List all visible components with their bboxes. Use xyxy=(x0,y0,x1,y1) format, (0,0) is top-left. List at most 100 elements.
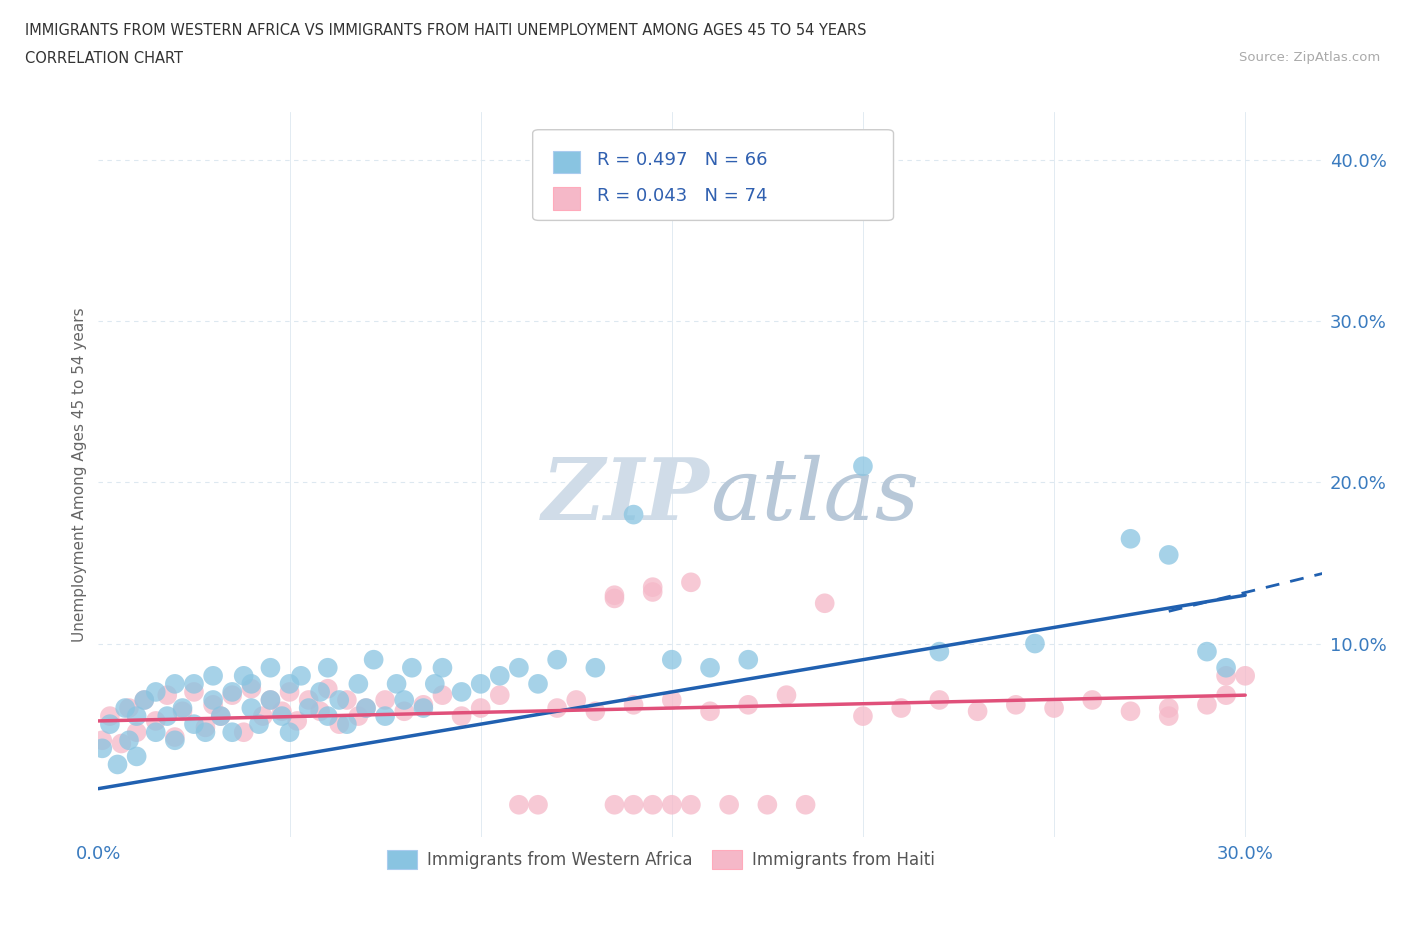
Legend: Immigrants from Western Africa, Immigrants from Haiti: Immigrants from Western Africa, Immigran… xyxy=(380,844,942,876)
Point xyxy=(756,797,779,812)
Point xyxy=(252,709,274,724)
Point xyxy=(134,693,156,708)
Point xyxy=(290,669,312,684)
Point xyxy=(661,797,683,812)
Point xyxy=(194,724,217,739)
Point xyxy=(1081,693,1104,708)
Point xyxy=(374,693,396,708)
Point xyxy=(583,704,606,719)
Point xyxy=(432,660,454,675)
Point xyxy=(91,741,114,756)
Point xyxy=(125,724,148,739)
Point xyxy=(347,709,370,724)
Point xyxy=(641,797,664,812)
Point xyxy=(641,585,664,600)
Point xyxy=(641,579,664,594)
Point xyxy=(623,507,645,522)
Point xyxy=(508,797,530,812)
Point xyxy=(183,717,205,732)
Point xyxy=(163,676,186,691)
Point xyxy=(183,676,205,691)
Point xyxy=(794,797,817,812)
Point xyxy=(194,720,217,735)
Point xyxy=(603,797,626,812)
Text: CORRELATION CHART: CORRELATION CHART xyxy=(25,51,183,66)
Y-axis label: Unemployment Among Ages 45 to 54 years: Unemployment Among Ages 45 to 54 years xyxy=(72,307,87,642)
Point xyxy=(385,676,408,691)
Text: atlas: atlas xyxy=(710,455,920,538)
Point xyxy=(328,717,350,732)
Point xyxy=(603,591,626,605)
Point xyxy=(156,687,179,702)
Point xyxy=(470,700,492,715)
Point xyxy=(1043,700,1066,715)
Point xyxy=(240,700,263,715)
Point xyxy=(118,733,141,748)
Text: Source: ZipAtlas.com: Source: ZipAtlas.com xyxy=(1240,51,1381,64)
Point xyxy=(91,733,114,748)
Point xyxy=(737,652,759,667)
Point xyxy=(679,797,702,812)
Point xyxy=(1024,636,1046,651)
Point xyxy=(1215,669,1237,684)
Point xyxy=(209,709,232,724)
Point xyxy=(202,693,225,708)
Point xyxy=(285,713,308,728)
Point xyxy=(232,724,254,739)
Point xyxy=(354,700,377,715)
Point xyxy=(259,693,281,708)
Point xyxy=(699,660,721,675)
Point xyxy=(118,700,141,715)
Point xyxy=(363,652,385,667)
Point xyxy=(1157,700,1180,715)
Point xyxy=(336,693,359,708)
Point xyxy=(928,644,950,659)
Point xyxy=(1004,698,1026,712)
Point xyxy=(336,717,359,732)
Point xyxy=(527,797,550,812)
Point xyxy=(488,669,510,684)
Point xyxy=(110,736,132,751)
FancyBboxPatch shape xyxy=(554,187,581,209)
Point xyxy=(718,797,741,812)
Point xyxy=(202,669,225,684)
Point xyxy=(1119,531,1142,546)
Point xyxy=(145,724,167,739)
Point xyxy=(316,660,339,675)
Point xyxy=(134,693,156,708)
Point xyxy=(412,698,434,712)
Point xyxy=(316,682,339,697)
Point xyxy=(966,704,988,719)
Point xyxy=(852,709,875,724)
Point xyxy=(183,684,205,699)
Point xyxy=(328,693,350,708)
Point xyxy=(125,749,148,764)
Point xyxy=(1195,644,1218,659)
Point xyxy=(259,693,281,708)
Point xyxy=(450,709,472,724)
Point xyxy=(278,724,301,739)
Point xyxy=(209,709,232,724)
Point xyxy=(163,730,186,745)
Point xyxy=(221,724,243,739)
Point xyxy=(450,684,472,699)
Point xyxy=(737,698,759,712)
Point xyxy=(527,676,550,691)
Point xyxy=(432,687,454,702)
Point xyxy=(247,717,270,732)
Point xyxy=(347,676,370,691)
Point xyxy=(316,709,339,724)
Point xyxy=(172,704,194,719)
Point xyxy=(661,652,683,667)
Point xyxy=(1195,698,1218,712)
Point xyxy=(298,693,321,708)
Point xyxy=(278,676,301,691)
Text: R = 0.497   N = 66: R = 0.497 N = 66 xyxy=(598,152,768,169)
Point xyxy=(392,704,416,719)
Point xyxy=(565,693,588,708)
Point xyxy=(928,693,950,708)
Point xyxy=(1215,687,1237,702)
Point xyxy=(240,676,263,691)
Text: R = 0.043   N = 74: R = 0.043 N = 74 xyxy=(598,188,768,206)
Point xyxy=(309,684,332,699)
